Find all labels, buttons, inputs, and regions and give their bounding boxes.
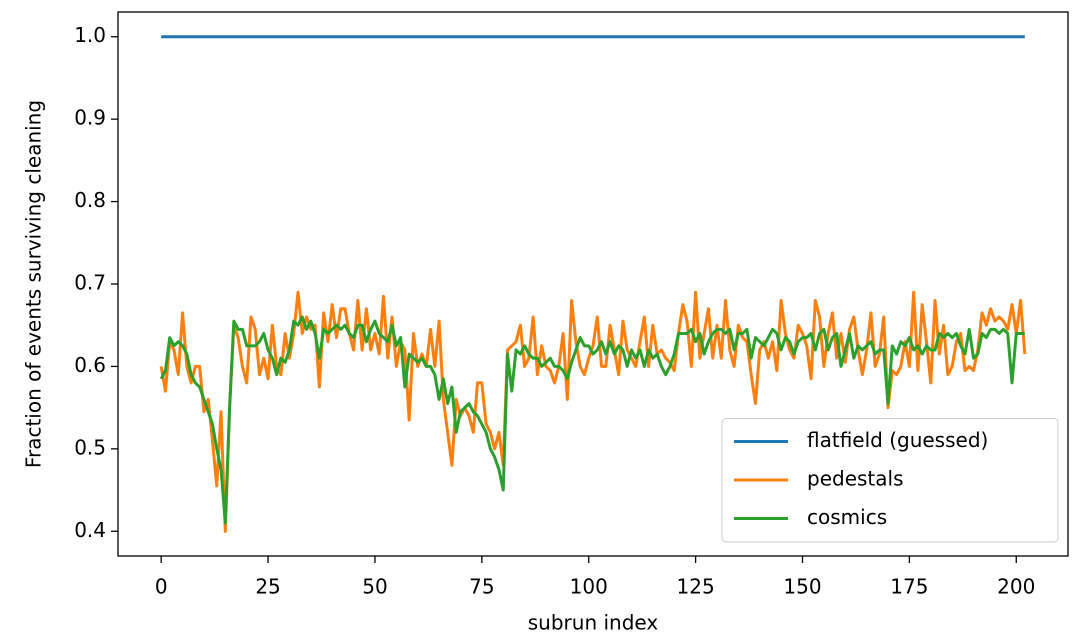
legend-label: pedestals bbox=[807, 467, 904, 491]
y-axis-label: Fraction of events surviving cleaning bbox=[22, 100, 46, 468]
y-tick-label: 0.6 bbox=[74, 353, 106, 377]
x-tick-label: 100 bbox=[570, 575, 608, 599]
legend-box bbox=[721, 418, 1059, 543]
legend-label: cosmics bbox=[807, 505, 887, 529]
x-tick-label: 0 bbox=[155, 575, 168, 599]
x-tick-label: 50 bbox=[362, 575, 387, 599]
x-tick-label: 75 bbox=[469, 575, 494, 599]
series-line bbox=[159, 315, 1025, 525]
x-tick-label: 125 bbox=[677, 575, 715, 599]
legend-label: flatfield (guessed) bbox=[807, 428, 988, 452]
y-tick-label: 0.5 bbox=[74, 435, 106, 459]
y-tick-label: 0.7 bbox=[74, 271, 106, 295]
x-axis-label: subrun index bbox=[528, 611, 659, 635]
x-tick-label: 175 bbox=[890, 575, 928, 599]
y-tick-label: 0.4 bbox=[74, 518, 106, 542]
x-tick-label: 200 bbox=[997, 575, 1035, 599]
y-tick-label: 0.9 bbox=[74, 106, 106, 130]
x-tick-label: 150 bbox=[783, 575, 821, 599]
y-tick-label: 1.0 bbox=[74, 23, 106, 47]
y-tick-label: 0.8 bbox=[74, 188, 106, 212]
axes-frame bbox=[117, 11, 1069, 557]
x-tick-label: 25 bbox=[255, 575, 280, 599]
